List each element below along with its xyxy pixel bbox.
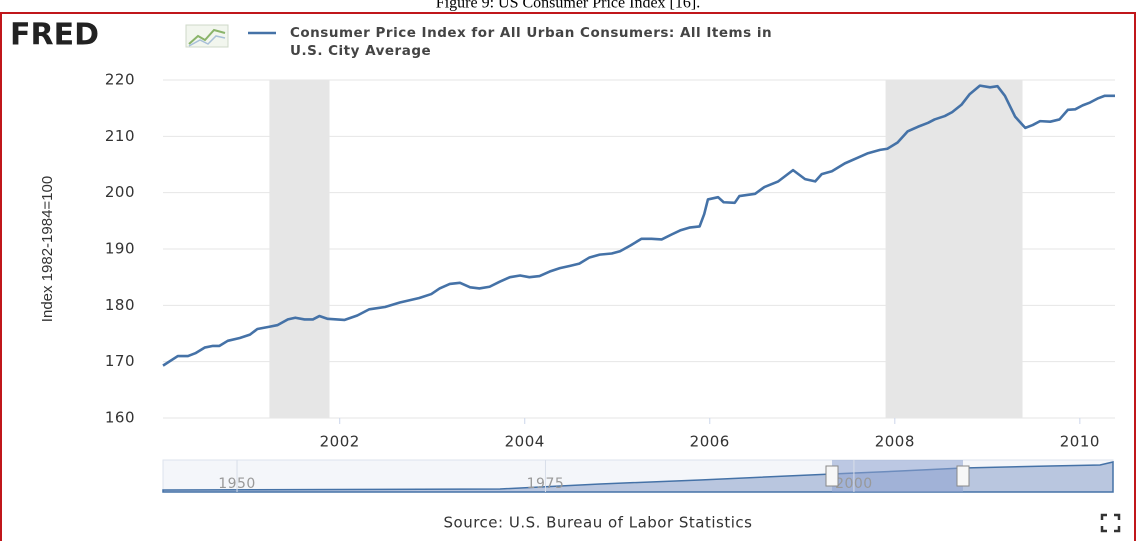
legend-entry: Consumer Price Index for All Urban Consu…: [290, 25, 773, 59]
caption: Figure 9: US Consumer Price Index [16].: [436, 0, 700, 12]
navigator-handle[interactable]: [825, 465, 839, 487]
y-tick-label: 180: [105, 296, 135, 314]
y-tick-label: 190: [105, 240, 135, 258]
x-tick-label: 2008: [875, 433, 915, 451]
y-tick-label: 200: [105, 183, 135, 201]
y-tick-label: 170: [105, 352, 135, 370]
series-line: [162, 84, 1115, 367]
y-tick-label: 210: [105, 127, 135, 145]
x-tick-label: 2004: [505, 433, 545, 451]
navigator-tick-label: 1950: [218, 476, 256, 492]
navigator-handle[interactable]: [956, 465, 970, 487]
navigator-tick-label: 2000: [835, 476, 873, 492]
logo: FRED: [10, 18, 99, 53]
fullscreen-icon[interactable]: [1100, 513, 1121, 533]
y-tick-label: 160: [105, 409, 135, 427]
y-axis-label: Index 1982-1984=100: [39, 176, 56, 322]
x-tick-label: 2010: [1060, 433, 1100, 451]
source: Source: U.S. Bureau of Labor Statistics: [444, 514, 753, 532]
navigator-tick-label: 1975: [527, 476, 565, 492]
frame: [0, 12, 1136, 541]
y-tick-label: 220: [105, 71, 135, 89]
logo-icon: [185, 24, 229, 48]
x-tick-label: 2006: [690, 433, 730, 451]
x-tick-label: 2002: [320, 433, 360, 451]
